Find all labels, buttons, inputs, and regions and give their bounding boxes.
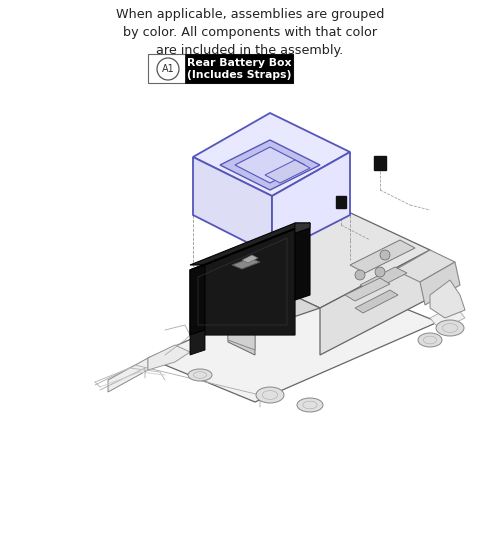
Ellipse shape: [436, 320, 464, 336]
Polygon shape: [430, 305, 465, 330]
Polygon shape: [295, 223, 310, 300]
Polygon shape: [360, 267, 407, 291]
Polygon shape: [148, 345, 190, 370]
Circle shape: [157, 58, 179, 80]
Polygon shape: [395, 250, 455, 282]
Ellipse shape: [235, 307, 245, 313]
Ellipse shape: [250, 299, 260, 305]
Text: When applicable, assemblies are grouped
by color. All components with that color: When applicable, assemblies are grouped …: [116, 8, 384, 57]
Polygon shape: [430, 280, 465, 318]
Polygon shape: [228, 318, 255, 355]
Ellipse shape: [256, 387, 284, 403]
Polygon shape: [232, 258, 260, 269]
Polygon shape: [190, 265, 205, 335]
Text: A1: A1: [162, 64, 174, 74]
Polygon shape: [295, 223, 310, 233]
Ellipse shape: [188, 369, 212, 381]
Polygon shape: [242, 255, 258, 263]
Polygon shape: [148, 278, 438, 402]
Polygon shape: [228, 265, 320, 330]
Ellipse shape: [297, 398, 323, 412]
Circle shape: [355, 270, 365, 280]
Polygon shape: [193, 113, 350, 196]
Polygon shape: [420, 262, 460, 305]
Polygon shape: [108, 358, 148, 392]
FancyBboxPatch shape: [148, 54, 293, 83]
Polygon shape: [228, 318, 255, 350]
FancyBboxPatch shape: [374, 156, 386, 170]
Polygon shape: [272, 152, 350, 255]
Polygon shape: [190, 223, 310, 270]
Circle shape: [380, 250, 390, 260]
Polygon shape: [350, 240, 415, 273]
Polygon shape: [265, 160, 310, 183]
Polygon shape: [193, 157, 272, 255]
Polygon shape: [190, 228, 295, 335]
Polygon shape: [355, 290, 398, 313]
Text: Rear Battery Box
(Includes Straps): Rear Battery Box (Includes Straps): [187, 58, 291, 80]
FancyBboxPatch shape: [185, 54, 293, 83]
FancyBboxPatch shape: [336, 196, 346, 208]
Polygon shape: [235, 147, 305, 183]
Polygon shape: [190, 223, 310, 265]
Polygon shape: [190, 330, 205, 355]
Ellipse shape: [418, 333, 442, 347]
Polygon shape: [320, 250, 430, 355]
Circle shape: [375, 267, 385, 277]
Polygon shape: [345, 278, 390, 301]
Polygon shape: [220, 140, 320, 190]
Polygon shape: [228, 208, 430, 308]
